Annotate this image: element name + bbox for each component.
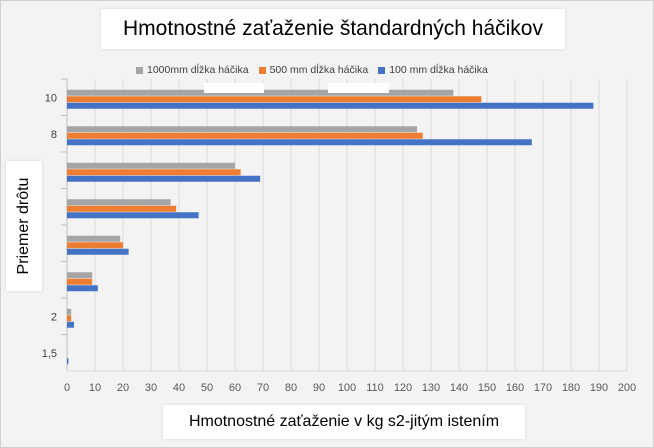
x-tick-label: 10 bbox=[89, 382, 101, 394]
bar-1000mm-2 bbox=[67, 308, 72, 315]
x-tick-label: 110 bbox=[366, 382, 384, 394]
x-tick-label: 20 bbox=[117, 382, 129, 394]
bar-500-10 bbox=[67, 96, 482, 103]
y-tick-label: 1,5 bbox=[42, 348, 57, 360]
y-tick-label: 2 bbox=[51, 311, 57, 323]
bar-500-8 bbox=[67, 132, 423, 139]
x-tick-label: 40 bbox=[173, 382, 185, 394]
x-tick-label: 200 bbox=[618, 382, 636, 394]
bar-100-cat4 bbox=[67, 212, 199, 219]
bar-500-cat3 bbox=[67, 242, 123, 249]
x-tick-label: 60 bbox=[229, 382, 241, 394]
bar-100-2 bbox=[67, 321, 74, 328]
x-tick-label: 160 bbox=[506, 382, 524, 394]
chart-legend: 1000mm dĺžka háčika 500 mm dĺžka háčika 10… bbox=[136, 62, 488, 78]
bar-500-cat5 bbox=[67, 169, 241, 176]
x-tick-label: 80 bbox=[285, 382, 297, 394]
bar-1000mm-cat4 bbox=[67, 199, 171, 206]
legend-swatch bbox=[378, 66, 386, 74]
x-tick-label: 50 bbox=[201, 382, 213, 394]
bar-500-2 bbox=[67, 315, 72, 322]
x-tick-label: 90 bbox=[313, 382, 325, 394]
bar-500-cat4 bbox=[67, 205, 177, 212]
overlay-patch bbox=[328, 83, 389, 93]
legend-swatch bbox=[258, 66, 266, 74]
chart-title: Hmotnostné zaťaženie štandardných háčiko… bbox=[123, 17, 543, 40]
axis-ticks: 0 10 20 30 40 50 60 70 80 90 100 110 120 130 140 150 160… bbox=[42, 92, 636, 394]
x-tick-label: 180 bbox=[562, 382, 580, 394]
chart-title-box: Hmotnostné zaťaženie štandardných háčiko… bbox=[101, 9, 565, 49]
legend-label: 100 mm dĺžka háčika bbox=[389, 64, 488, 76]
legend-label: 1000mm dĺžka háčika bbox=[147, 64, 249, 76]
legend-item: 500 mm dĺžka háčika bbox=[258, 64, 369, 76]
x-tick-label: 170 bbox=[534, 382, 552, 394]
bar-100-10 bbox=[67, 102, 594, 109]
y-axis-label: Priemer drôtu bbox=[15, 177, 32, 275]
x-tick-label: 150 bbox=[478, 382, 496, 394]
bar-1000mm-cat5 bbox=[67, 162, 235, 169]
bar-100-8 bbox=[67, 139, 532, 146]
x-axis-label-box: Hmotnostné zaťaženie v kg s2-jitým isten… bbox=[163, 405, 525, 439]
legend-item: 100 mm dĺžka háčika bbox=[378, 64, 488, 76]
x-tick-label: 190 bbox=[590, 382, 608, 394]
bar-1000mm-cat2 bbox=[67, 272, 93, 279]
grid-lines bbox=[61, 78, 628, 372]
bar-500-cat2 bbox=[67, 278, 93, 285]
bar-1000mm-cat3 bbox=[67, 235, 121, 242]
bar-100-cat2 bbox=[67, 285, 98, 292]
y-axis-label-box: Priemer drôtu bbox=[6, 161, 42, 291]
x-tick-label: 130 bbox=[422, 382, 440, 394]
y-tick-label: 8 bbox=[51, 129, 57, 141]
x-tick-label: 70 bbox=[257, 382, 269, 394]
x-tick-label: 100 bbox=[338, 382, 356, 394]
x-tick-label: 30 bbox=[145, 382, 157, 394]
overlay-patch bbox=[204, 83, 264, 93]
legend-swatch bbox=[136, 66, 143, 74]
x-axis-label: Hmotnostné zaťaženie v kg s2-jitým isten… bbox=[188, 413, 500, 430]
bar-100-1,5 bbox=[67, 358, 69, 365]
x-tick-label: 140 bbox=[450, 382, 468, 394]
legend-label: 500 mm dĺžka háčika bbox=[269, 64, 369, 76]
y-tick-label: 10 bbox=[45, 92, 57, 104]
x-tick-label: 0 bbox=[64, 382, 70, 394]
legend-item: 1000mm dĺžka háčika bbox=[136, 64, 249, 76]
bars bbox=[67, 83, 594, 365]
bar-100-cat5 bbox=[67, 175, 261, 182]
bar-1000mm-8 bbox=[67, 126, 417, 133]
bar-100-cat3 bbox=[67, 248, 129, 255]
x-tick-label: 120 bbox=[394, 382, 412, 394]
